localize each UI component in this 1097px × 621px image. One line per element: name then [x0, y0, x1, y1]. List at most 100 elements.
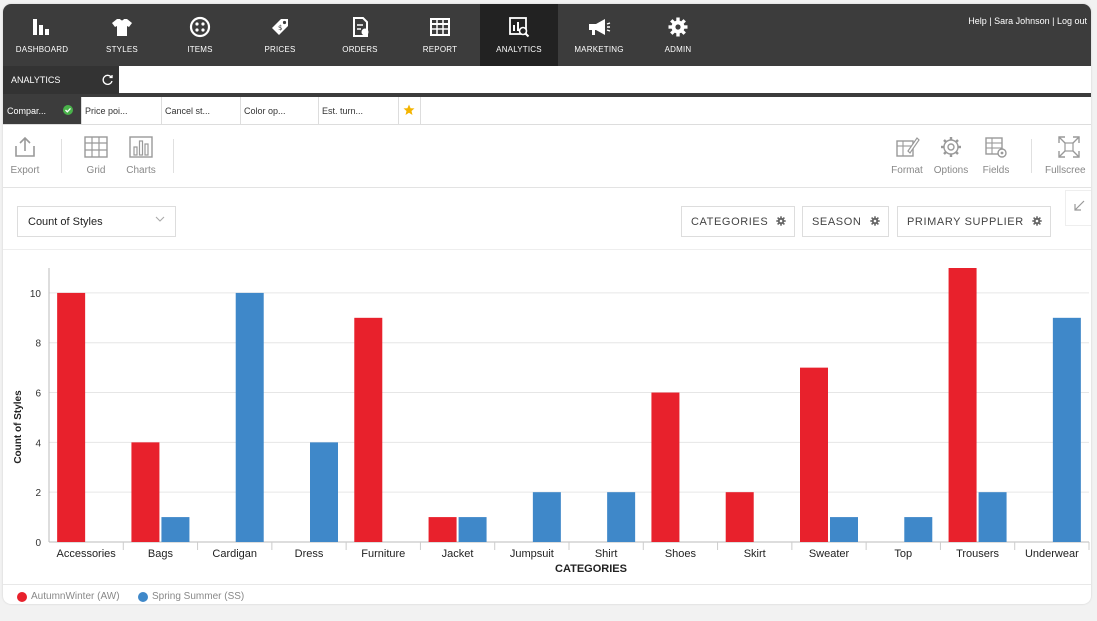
bar-chart: 0 2 4 6 8 10 Accessories Bags Cardigan Dress Furni… — [13, 268, 1090, 575]
report-tab-label: Color op... — [244, 106, 286, 116]
legend-swatch-ss — [138, 591, 148, 602]
nav-styles[interactable]: STYLES — [83, 4, 161, 66]
nav-label: ANALYTICS — [496, 45, 542, 54]
bar-aw — [354, 317, 383, 542]
nav-orders[interactable]: ORDERS — [321, 4, 399, 66]
bar-ss — [904, 517, 933, 542]
report-tab-label: Price poi... — [85, 106, 128, 116]
export-label: Export — [10, 165, 40, 176]
refresh-icon[interactable] — [101, 73, 114, 88]
analytics-subtab[interactable]: ANALYTICS — [3, 66, 119, 94]
x-tick-label: Sweater — [809, 548, 850, 560]
shirt-icon — [83, 14, 161, 40]
grid-button[interactable]: Grid — [79, 133, 113, 176]
bar-ss — [1052, 317, 1081, 542]
bar-ss — [161, 517, 190, 542]
x-tick-label: Dress — [295, 548, 324, 560]
fields-label: Fields — [982, 165, 1010, 176]
gear-icon[interactable] — [870, 216, 880, 229]
x-tick-label: Top — [894, 548, 912, 560]
report-table-icon — [401, 14, 479, 40]
gear-icon — [931, 133, 971, 161]
export-button[interactable]: Export — [7, 133, 43, 176]
top-navigation: DASHBOARD STYLES ITEMS $ PRICES ORDERS — [3, 4, 1091, 66]
dashboard-icon — [3, 14, 81, 40]
price-tag-icon: $ — [241, 14, 319, 40]
filter-label: CATEGORIES — [691, 216, 769, 228]
format-button[interactable]: Format — [887, 133, 927, 176]
collapse-panel-button[interactable] — [1065, 190, 1091, 226]
fullscreen-button[interactable]: Fullscree — [1043, 133, 1091, 176]
legend-swatch-aw — [17, 591, 27, 602]
user-links[interactable]: Help | Sara Johnson | Log out — [968, 16, 1087, 26]
charts-button[interactable]: Charts — [121, 133, 161, 176]
app-window: DASHBOARD STYLES ITEMS $ PRICES ORDERS — [3, 4, 1091, 604]
filter-categories[interactable]: CATEGORIES — [681, 206, 795, 237]
nav-label: STYLES — [106, 45, 138, 54]
nav-prices[interactable]: $ PRICES — [241, 4, 319, 66]
report-tab-color-options[interactable]: Color op... — [240, 97, 319, 124]
button-icon — [161, 14, 239, 40]
filter-season[interactable]: SEASON — [802, 206, 889, 237]
bar-ss — [978, 492, 1007, 542]
bar-ss — [830, 517, 858, 542]
orders-icon — [321, 14, 399, 40]
subbar-spacer — [119, 66, 1091, 93]
nav-marketing[interactable]: MARKETING — [560, 4, 638, 66]
report-tab-cancel-status[interactable]: Cancel st... — [161, 97, 241, 124]
y-tick-label: 10 — [30, 289, 42, 300]
x-tick-label: Jacket — [442, 548, 474, 560]
nav-admin[interactable]: ADMIN — [639, 4, 717, 66]
analytics-icon — [480, 14, 558, 40]
bar-chart-icon — [121, 133, 161, 161]
report-tab-label: Cancel st... — [165, 106, 211, 116]
bar-aw — [57, 292, 86, 542]
fullscreen-label: Fullscree — [1045, 165, 1086, 176]
favorite-tab[interactable] — [398, 97, 421, 124]
bar-ss — [607, 492, 636, 542]
x-tick-label: Cardigan — [212, 548, 257, 560]
measure-dropdown[interactable]: Count of Styles — [17, 206, 176, 237]
x-axis-title: CATEGORIES — [555, 563, 627, 575]
chart-legend: AutumnWinter (AW) Spring Summer (SS) — [3, 584, 1091, 604]
export-icon — [7, 133, 43, 161]
report-tab-est-turnover[interactable]: Est. turn... — [318, 97, 399, 124]
report-tab-comparison[interactable]: Compar... — [3, 97, 82, 124]
format-icon — [887, 133, 927, 161]
grid-icon — [79, 133, 113, 161]
legend-item-ss[interactable]: Spring Summer (SS) — [138, 591, 244, 602]
y-tick-label: 6 — [35, 389, 41, 400]
nav-label: ITEMS — [187, 45, 213, 54]
x-tick-label: Accessories — [56, 548, 116, 560]
report-tab-label: Compar... — [7, 106, 47, 116]
check-circle-icon — [63, 105, 73, 117]
format-label: Format — [891, 165, 923, 176]
bar-aw — [948, 268, 977, 542]
nav-label: DASHBOARD — [15, 45, 69, 54]
legend-label: AutumnWinter (AW) — [31, 591, 120, 602]
bar-aw — [131, 442, 160, 542]
nav-analytics[interactable]: ANALYTICS — [480, 4, 558, 66]
report-tab-price-points[interactable]: Price poi... — [81, 97, 162, 124]
nav-label: ADMIN — [664, 45, 692, 54]
legend-item-aw[interactable]: AutumnWinter (AW) — [17, 591, 120, 602]
filter-primary-supplier[interactable]: PRIMARY SUPPLIER — [897, 206, 1051, 237]
chevron-down-icon — [155, 214, 165, 227]
nav-items[interactable]: ITEMS — [161, 4, 239, 66]
chart-area: 0 2 4 6 8 10 Accessories Bags Cardigan Dress Furni… — [3, 249, 1091, 580]
bar-ss — [310, 442, 338, 542]
gear-icon[interactable] — [776, 216, 786, 229]
toolbar-divider — [61, 139, 62, 173]
x-tick-label: Bags — [148, 548, 174, 560]
analytics-subbar: ANALYTICS — [3, 66, 1091, 97]
grid-label: Grid — [86, 165, 106, 176]
bar-aw — [725, 492, 754, 542]
y-tick-label: 2 — [35, 488, 41, 499]
filter-label: PRIMARY SUPPLIER — [907, 216, 1024, 228]
gear-icon[interactable] — [1032, 216, 1042, 229]
nav-dashboard[interactable]: DASHBOARD — [3, 4, 81, 66]
fields-button[interactable]: Fields — [977, 133, 1015, 176]
options-button[interactable]: Options — [931, 133, 971, 176]
nav-label: ORDERS — [342, 45, 378, 54]
nav-report[interactable]: REPORT — [401, 4, 479, 66]
